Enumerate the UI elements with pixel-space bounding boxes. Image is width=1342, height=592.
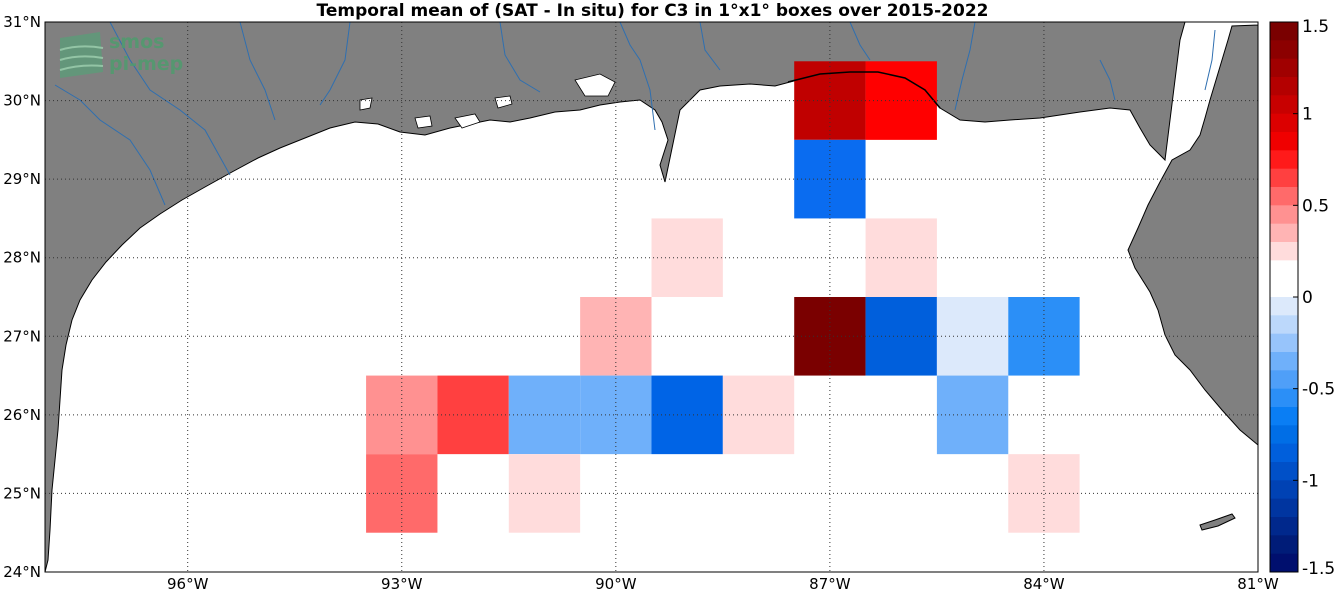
rivers	[54, 22, 1216, 206]
data-box	[722, 375, 795, 455]
colorbar-swatch	[1270, 480, 1298, 500]
lake-small-3	[494, 95, 513, 109]
colorbar-label: -1	[1302, 471, 1319, 491]
data-box	[651, 375, 723, 455]
colorbar-swatch	[1270, 278, 1298, 298]
logo-emblem-icon	[60, 32, 103, 78]
colorbar-label: 0	[1302, 288, 1313, 308]
colorbar-swatch	[1270, 58, 1298, 78]
lat-label: 28°N	[3, 249, 41, 267]
colorbar-swatch	[1270, 187, 1298, 206]
plot-frame	[44, 21, 1259, 573]
coastline-panhandle	[787, 71, 941, 109]
colorbar-swatch	[1270, 95, 1298, 115]
smos-pimep-logo: smos pi-mep	[59, 31, 183, 78]
colorbar-label: 1.5	[1302, 17, 1329, 37]
lat-label: 26°N	[3, 406, 41, 424]
colorbar-swatch	[1270, 297, 1298, 316]
colorbar-label: -0.5	[1302, 380, 1335, 400]
colorbar-swatch	[1270, 150, 1298, 170]
colorbar-swatch	[1270, 553, 1298, 573]
data-box	[508, 454, 581, 533]
colorbar-swatch	[1270, 205, 1298, 225]
colorbar-swatch	[1270, 77, 1298, 96]
colorbar	[1270, 22, 1298, 573]
keys	[1199, 513, 1236, 531]
lake-small-1	[359, 97, 373, 111]
colorbar-swatch	[1270, 498, 1298, 518]
colorbar-swatch	[1270, 407, 1298, 426]
colorbar-swatch	[1270, 333, 1298, 353]
lon-label: 96°W	[167, 575, 209, 592]
colorbar-labels: 1.5 1 0.5 0 -0.5 -1 -1.5	[1293, 17, 1335, 579]
lat-label: 31°N	[3, 13, 41, 31]
data-box	[580, 297, 652, 376]
logo-line2: pi-mep	[109, 53, 183, 75]
colorbar-swatch	[1270, 315, 1298, 335]
colorbar-label: -1.5	[1302, 559, 1335, 579]
lon-label: 90°W	[595, 575, 637, 592]
logo-line1: smos	[109, 31, 164, 53]
data-box	[936, 375, 1009, 455]
lake-small-2	[454, 113, 481, 129]
lat-label: 25°N	[3, 484, 41, 502]
colorbar-swatch	[1270, 517, 1298, 536]
lake-small-4	[414, 115, 433, 129]
data-box	[936, 297, 1009, 376]
colorbar-swatch	[1270, 223, 1298, 243]
colorbar-swatch	[1270, 535, 1298, 555]
colorbar-swatch	[1270, 352, 1298, 371]
data-box	[508, 375, 581, 455]
lon-label: 93°W	[381, 575, 423, 592]
colorbar-swatch	[1270, 40, 1298, 60]
colorbar-swatch	[1270, 22, 1298, 41]
colorbar-swatch	[1270, 260, 1298, 280]
lon-label: 81°W	[1237, 575, 1279, 592]
lat-label: 29°N	[3, 170, 41, 188]
lat-label: 27°N	[3, 327, 41, 345]
map-layer	[45, 22, 1258, 572]
map-title: Temporal mean of (SAT - In situ) for C3 …	[316, 1, 989, 21]
colorbar-label: 1	[1302, 105, 1313, 125]
lon-labels: 96°W 93°W 90°W 87°W 84°W 81°W	[167, 575, 1279, 592]
lon-label: 84°W	[1023, 575, 1065, 592]
colorbar-swatch	[1270, 443, 1298, 463]
data-box	[1008, 297, 1080, 376]
colorbar-swatch	[1270, 370, 1298, 390]
land-north-coast	[45, 22, 1258, 572]
lake-pontchartrain	[574, 73, 616, 97]
lat-label: 24°N	[3, 563, 41, 581]
lon-label: 87°W	[809, 575, 851, 592]
data-box	[651, 218, 723, 297]
colorbar-swatch	[1270, 425, 1298, 445]
colorbar-label: 0.5	[1302, 196, 1329, 216]
lat-labels: 31°N 30°N 29°N 28°N 27°N 26°N 25°N 24°N	[3, 13, 41, 581]
lat-label: 30°N	[3, 92, 41, 110]
colorbar-swatch	[1270, 113, 1298, 133]
data-box	[1008, 454, 1080, 533]
colorbar-swatch	[1270, 168, 1298, 188]
colorbar-swatch	[1270, 462, 1298, 481]
colorbar-swatch	[1270, 388, 1298, 408]
colorbar-swatch	[1270, 242, 1298, 261]
colorbar-swatch	[1270, 132, 1298, 151]
